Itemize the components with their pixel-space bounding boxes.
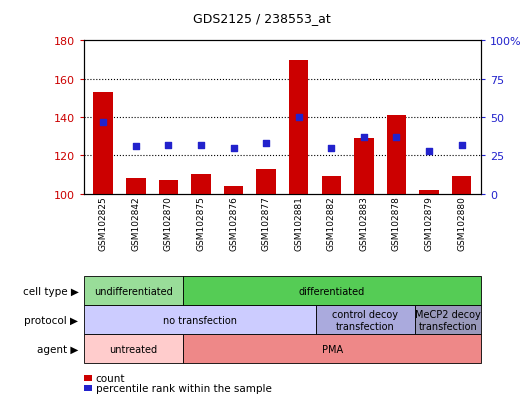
Bar	[191, 175, 211, 194]
Text: count: count	[96, 373, 125, 383]
Point	[99, 119, 107, 126]
Text: GDS2125 / 238553_at: GDS2125 / 238553_at	[192, 12, 331, 25]
Point	[132, 143, 140, 150]
Bar	[419, 190, 439, 194]
Text: protocol ▶: protocol ▶	[25, 315, 78, 325]
Bar	[354, 139, 373, 194]
Bar	[386, 116, 406, 194]
Text: untreated: untreated	[109, 344, 157, 354]
Point	[230, 145, 238, 152]
Bar	[322, 177, 341, 194]
Point	[197, 142, 205, 149]
Point	[458, 142, 466, 149]
Point	[262, 140, 270, 147]
Text: MeCP2 decoy
transfection: MeCP2 decoy transfection	[415, 309, 481, 331]
Text: undifferentiated: undifferentiated	[94, 286, 173, 296]
Bar	[158, 181, 178, 194]
Text: differentiated: differentiated	[299, 286, 365, 296]
Point	[425, 148, 433, 154]
Point	[392, 134, 401, 141]
Bar	[224, 187, 243, 194]
Bar	[126, 179, 145, 194]
Point	[294, 114, 303, 121]
Text: no transfection: no transfection	[163, 315, 236, 325]
Text: agent ▶: agent ▶	[37, 344, 78, 354]
Text: PMA: PMA	[322, 344, 343, 354]
Text: cell type ▶: cell type ▶	[22, 286, 78, 296]
Text: control decoy
transfection: control decoy transfection	[332, 309, 398, 331]
Point	[360, 134, 368, 141]
Bar	[289, 60, 309, 194]
Point	[164, 142, 173, 149]
Bar	[452, 177, 471, 194]
Text: percentile rank within the sample: percentile rank within the sample	[96, 383, 271, 393]
Bar	[256, 169, 276, 194]
Point	[327, 145, 335, 152]
Bar	[94, 93, 113, 194]
